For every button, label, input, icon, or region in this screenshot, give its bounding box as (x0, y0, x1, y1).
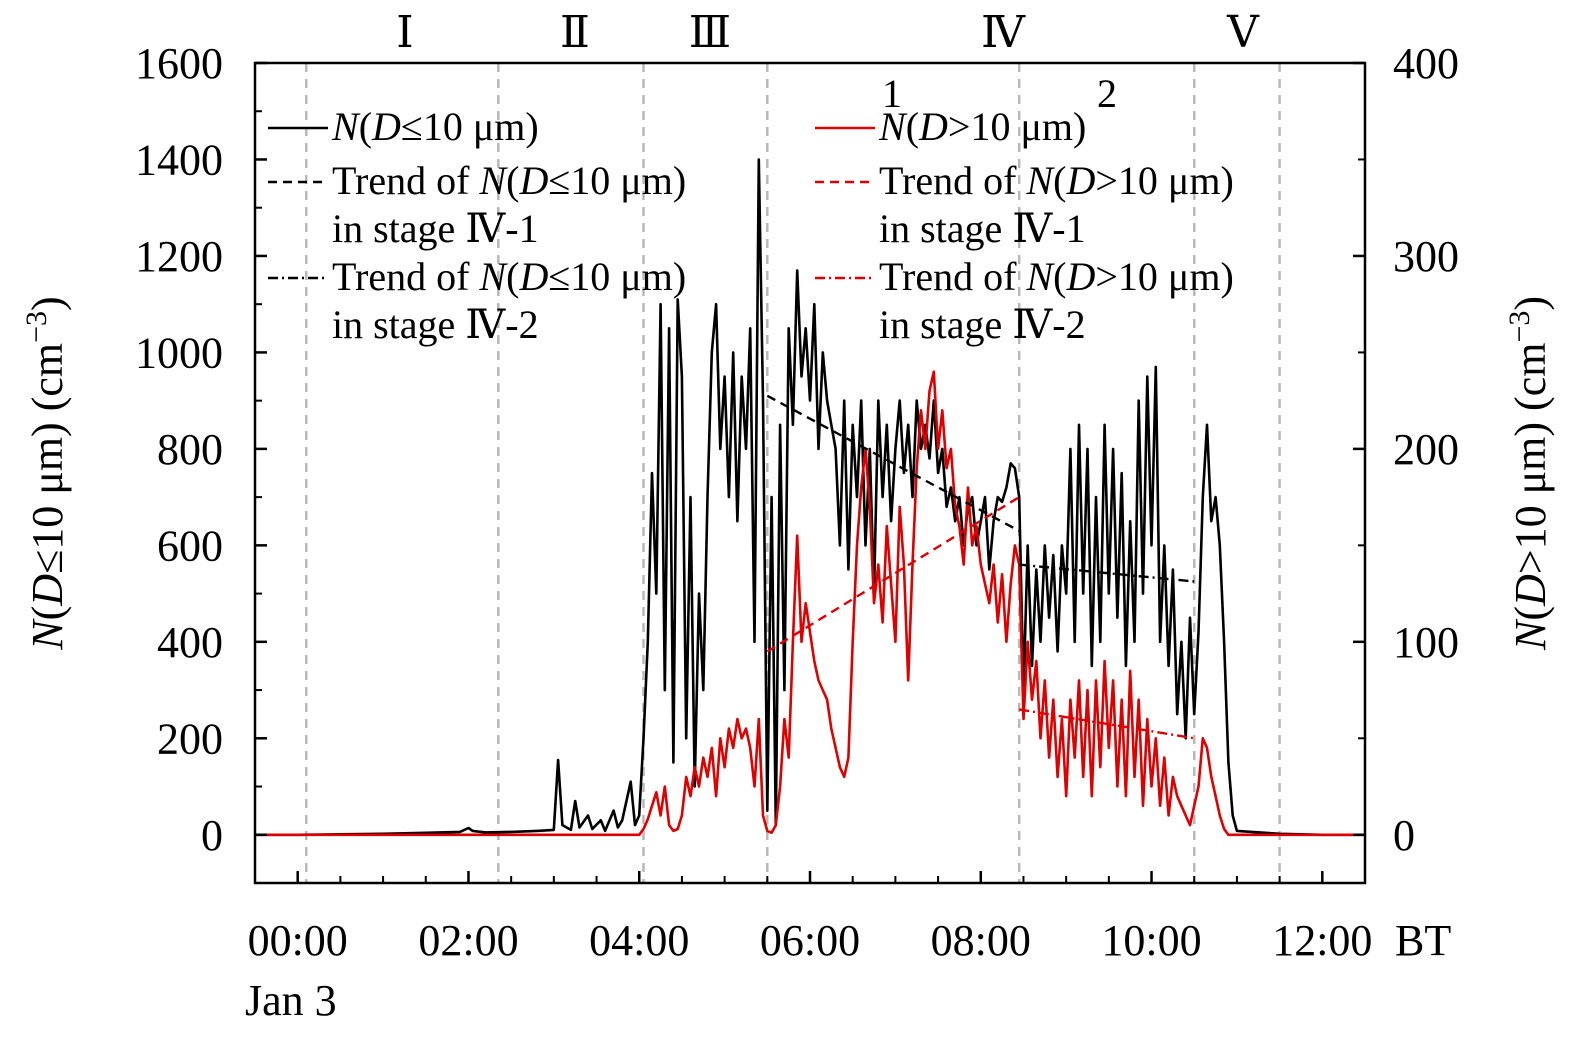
y-left-tick-label: 1600 (135, 39, 223, 88)
y-left-tick-label: 1400 (135, 135, 223, 184)
stage-label: Ⅱ (560, 8, 590, 57)
legend-label: Trend of N(D≤10 μm) (332, 158, 686, 203)
legend-label-line2: in stage Ⅳ-2 (879, 302, 1086, 347)
stage-label: Ⅴ (1226, 8, 1260, 57)
series-line-0 (255, 158, 1365, 837)
y-right-tick-label: 400 (1393, 39, 1459, 88)
series-line-3 (766, 496, 1020, 653)
legend-label: N(D≤10 μm) (331, 104, 539, 149)
y-left-tick-label: 400 (157, 618, 223, 667)
y-left-tick-label: 1000 (135, 328, 223, 377)
x-tick-label: 04:00 (589, 916, 689, 965)
x-tick-label: 02:00 (418, 916, 518, 965)
substage-label: 2 (1097, 71, 1117, 116)
y-left-tick-label: 1200 (135, 232, 223, 281)
axis-ticks (254, 61, 1366, 883)
legend: N(D≤10 μm)Trend of N(D≤10 μm)in stage Ⅳ-… (268, 104, 1234, 347)
y-left-axis-title: N(D≤10 μm) (cm−3) (20, 296, 72, 650)
x-unit-label: BT (1395, 916, 1451, 965)
legend-label-line2: in stage Ⅳ-1 (879, 206, 1086, 251)
y-right-tick-label: 300 (1393, 232, 1459, 281)
tick-labels: 0 200 400 600 800 1000 1200 1400 1600 0 100 200 300 4… (135, 39, 1459, 1025)
x-tick-label: 12:00 (1272, 916, 1372, 965)
stage-labels: Ⅰ Ⅱ Ⅲ Ⅳ Ⅴ 1 2 (396, 8, 1260, 116)
stage-boundaries (304, 63, 1281, 883)
x-tick-label: 10:00 (1101, 916, 1201, 965)
series-line-4 (1019, 563, 1195, 583)
y-right-tick-label: 200 (1393, 425, 1459, 474)
axis-titles: N(D≤10 μm) (cm−3) N(D>10 μm) (cm−3) (20, 296, 1555, 651)
x-date-label: Jan 3 (245, 976, 337, 1025)
x-tick-label: 08:00 (931, 916, 1031, 965)
stage-label: Ⅳ (981, 8, 1026, 57)
y-left-tick-label: 800 (157, 425, 223, 474)
legend-label: Trend of N(D>10 μm) (879, 254, 1234, 299)
y-left-tick-label: 200 (157, 714, 223, 763)
legend-label: N(D>10 μm) (878, 104, 1086, 149)
x-tick-label: 06:00 (760, 916, 860, 965)
y-right-tick-label: 100 (1393, 618, 1459, 667)
y-right-tick-label: 0 (1393, 811, 1415, 860)
legend-label: Trend of N(D≤10 μm) (332, 254, 686, 299)
substage-label: 1 (882, 71, 902, 116)
legend-label-line2: in stage Ⅳ-2 (332, 302, 539, 347)
series-line-2 (766, 394, 1020, 532)
legend-label: Trend of N(D>10 μm) (879, 158, 1234, 203)
series-line-5 (1019, 708, 1195, 740)
x-tick-label: 00:00 (248, 916, 348, 965)
y-right-axis-title: N(D>10 μm) (cm−3) (1503, 296, 1555, 651)
series-line-1 (255, 370, 1365, 837)
y-left-tick-label: 600 (157, 521, 223, 570)
y-left-tick-label: 0 (201, 811, 223, 860)
data-series (255, 158, 1365, 837)
stage-label: Ⅰ (396, 8, 413, 57)
stage-label: Ⅲ (689, 8, 731, 57)
legend-label-line2: in stage Ⅳ-1 (332, 206, 539, 251)
